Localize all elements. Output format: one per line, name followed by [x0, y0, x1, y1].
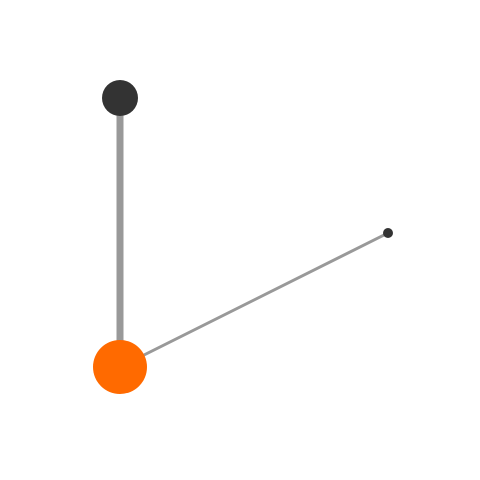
edges-layer — [116, 98, 389, 369]
node-right — [383, 228, 393, 238]
edge-origin-right — [119, 231, 389, 369]
node-top — [102, 80, 138, 116]
nodes-layer — [93, 80, 393, 394]
node-origin — [93, 340, 147, 394]
